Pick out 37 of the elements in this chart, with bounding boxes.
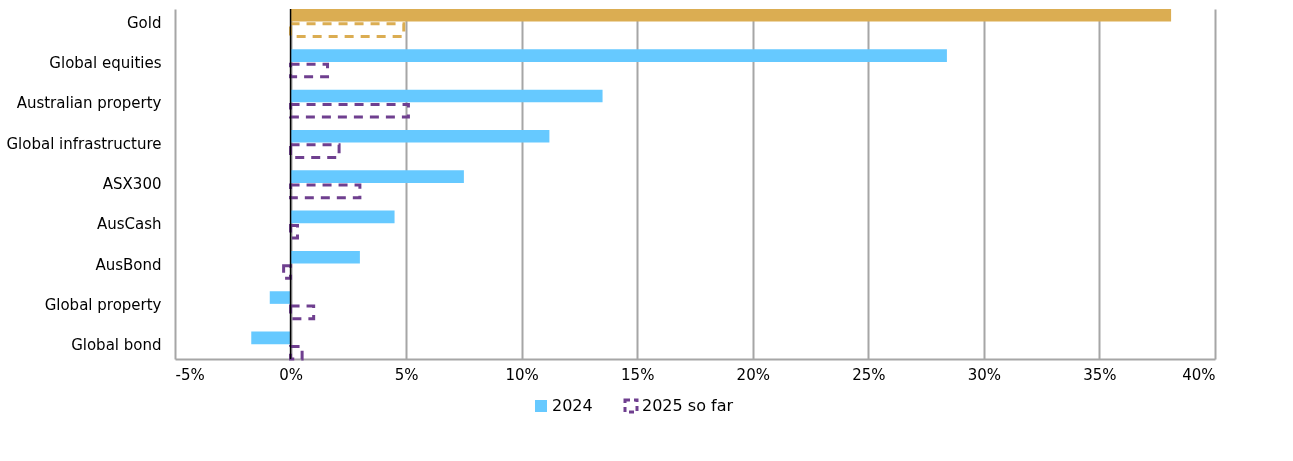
bar <box>282 264 293 280</box>
legend-label: 2025 so far <box>642 396 734 415</box>
y-tick-label: Global bond <box>71 336 162 355</box>
x-tick-label: 40% <box>1182 365 1216 384</box>
bar <box>289 183 362 200</box>
y-tick-label: Global infrastructure <box>6 134 162 153</box>
x-tick-label: 35% <box>1083 365 1117 384</box>
bar <box>290 89 603 103</box>
x-tick-label: 20% <box>736 365 770 384</box>
x-tick-label: 30% <box>967 365 1002 384</box>
bar <box>289 62 330 79</box>
x-tick-label: -5% <box>175 365 205 384</box>
bar <box>290 49 947 62</box>
x-tick-label: 10% <box>505 365 539 384</box>
y-tick-label: Australian property <box>16 94 162 113</box>
y-tick-label: Gold <box>127 13 162 32</box>
x-tick-label: 0% <box>279 365 303 384</box>
x-tick-label: 25% <box>852 365 886 384</box>
y-tick-label: AusCash <box>96 215 162 234</box>
legend-label: 2024 <box>552 396 593 415</box>
y-tick-label: ASX300 <box>102 175 162 193</box>
bar <box>289 143 341 159</box>
y-tick-label: Global property <box>44 295 162 314</box>
y-tick-label: AusBond <box>95 255 162 274</box>
bar <box>290 250 360 264</box>
bar <box>290 170 464 183</box>
bar <box>289 344 304 361</box>
bar <box>290 210 395 224</box>
x-tick-label: 5% <box>394 365 419 384</box>
bar <box>290 129 550 143</box>
x-tick-label: 15% <box>621 365 655 384</box>
bar <box>289 102 410 119</box>
bar <box>269 291 291 304</box>
y-tick-label: Global equities <box>49 54 162 73</box>
bar <box>289 223 299 240</box>
bar <box>289 304 316 321</box>
bar <box>251 331 291 345</box>
